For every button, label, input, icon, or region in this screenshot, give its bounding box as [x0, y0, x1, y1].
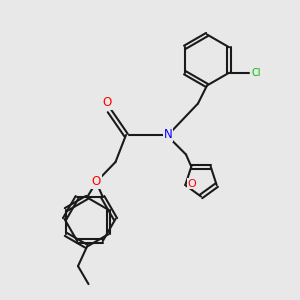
Text: O: O	[188, 178, 196, 189]
Text: N: N	[164, 128, 172, 142]
Text: Cl: Cl	[251, 68, 261, 78]
Text: O: O	[92, 175, 100, 188]
Text: O: O	[103, 96, 112, 109]
